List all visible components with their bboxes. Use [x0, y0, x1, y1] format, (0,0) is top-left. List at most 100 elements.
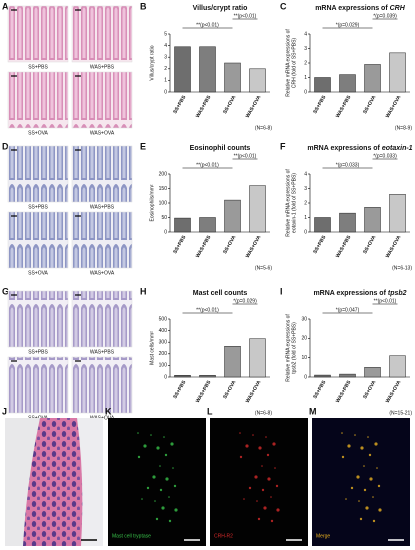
- y-axis-label: CRH (fold of SS+PBS): [291, 38, 297, 88]
- x-tick-label: WAS+PBS: [195, 234, 213, 259]
- channel-label: CRH-R2: [214, 533, 233, 539]
- signal: [276, 508, 280, 512]
- title-text: mRNA expressions of: [315, 5, 388, 12]
- image-label: SS+OVA: [28, 270, 48, 276]
- y-axis-label: Villus/crypt ratio: [149, 45, 155, 80]
- signal: [274, 467, 276, 469]
- image-label: WAS+PBS: [90, 64, 115, 70]
- title-text: Villus/crypt ratio: [193, 5, 248, 12]
- x-tick-label: WAS+PBS: [195, 379, 213, 404]
- bar: [364, 207, 381, 233]
- panel-letter: B: [140, 1, 147, 11]
- signal: [341, 432, 343, 434]
- signal: [164, 453, 168, 457]
- significance-label: **(p<0.01): [196, 22, 219, 28]
- signal: [156, 446, 160, 450]
- panel-letter: E: [140, 141, 146, 151]
- x-tick-label: SS+PBS: [312, 379, 327, 400]
- signal: [374, 442, 378, 446]
- y-tick-label: 1: [164, 78, 167, 84]
- signal: [378, 508, 382, 512]
- bar: [199, 46, 216, 93]
- bar: [339, 373, 356, 378]
- signal: [150, 434, 152, 436]
- sample-size: (N=8-9): [395, 125, 412, 131]
- y-tick-label: 0: [164, 374, 167, 380]
- x-tick-label: WAS+OVA: [385, 234, 403, 259]
- micrograph: [7, 290, 69, 348]
- signal: [170, 442, 174, 446]
- bar: [224, 199, 241, 233]
- micrograph: [108, 418, 206, 546]
- chart-title: Eosinophil counts: [190, 145, 251, 152]
- bar: [249, 338, 266, 378]
- channel-label: Mast cell tryptase: [112, 533, 151, 539]
- micrograph: [71, 356, 133, 414]
- y-tick-label: 200: [159, 171, 168, 177]
- title-gene: CRH: [390, 5, 406, 12]
- signal: [341, 455, 345, 459]
- signal: [248, 486, 252, 490]
- signal: [256, 500, 258, 502]
- chart-title: Villus/crypt ratio: [193, 5, 248, 12]
- bar: [249, 185, 266, 233]
- y-axis-label: Relative mRNA expressions of: [285, 169, 291, 237]
- signal: [143, 444, 147, 448]
- image-label: SS+PBS: [28, 349, 48, 355]
- image-label: WAS+OVA: [90, 130, 115, 136]
- signal: [360, 446, 364, 450]
- signal: [354, 434, 356, 436]
- signal: [270, 496, 272, 498]
- significance-label: *(p=0.033): [336, 162, 360, 168]
- signal: [261, 465, 263, 467]
- signal: [359, 517, 363, 521]
- y-tick-label: 3: [304, 186, 307, 192]
- panel-letter: M: [309, 406, 317, 416]
- x-tick-label: SS+PBS: [172, 234, 187, 255]
- bar: [199, 217, 216, 233]
- y-tick-label: 0: [304, 89, 307, 95]
- signal: [347, 444, 351, 448]
- x-tick-label: SS+OVA: [362, 234, 377, 255]
- significance-label: *(p=0.039): [373, 13, 397, 19]
- micrograph: [7, 5, 69, 63]
- panel-letter: G: [2, 286, 9, 296]
- y-tick-label: 0: [164, 89, 167, 95]
- signal: [266, 453, 270, 457]
- bar: [199, 375, 216, 378]
- y-axis-label: tpsb2 (fold of SS+PBS): [291, 322, 297, 374]
- x-tick-label: SS+PBS: [172, 379, 187, 400]
- bar: [174, 46, 191, 93]
- signal: [267, 477, 271, 481]
- bar: [174, 375, 191, 378]
- signal: [263, 506, 267, 510]
- y-tick-label: 4: [164, 43, 167, 49]
- sample-size: (N=5-6): [255, 265, 272, 271]
- y-tick-label: 1: [304, 215, 307, 221]
- signal: [258, 446, 262, 450]
- signal: [275, 484, 279, 488]
- bar: [224, 62, 241, 93]
- x-tick-label: SS+OVA: [362, 94, 377, 115]
- title-text: mRNA expressions of: [307, 145, 380, 152]
- signal: [174, 508, 178, 512]
- significance-label: *(p=0.033): [373, 153, 397, 159]
- panel-letter: L: [207, 406, 213, 416]
- signal: [137, 432, 139, 434]
- signal: [345, 498, 347, 500]
- significance-label: *(p=0.029): [233, 298, 257, 304]
- y-tick-label: 300: [159, 340, 168, 346]
- sample-size: (N=6-8): [255, 410, 272, 416]
- bar: [314, 217, 331, 233]
- x-tick-label: SS+OVA: [222, 234, 237, 255]
- sample-size: (N=6-8): [255, 125, 272, 131]
- panel-letter: J: [2, 406, 7, 416]
- signal: [173, 484, 177, 488]
- title-gene: eotaxin-1: [382, 145, 413, 152]
- signal: [159, 465, 161, 467]
- bar: [364, 367, 381, 378]
- y-tick-label: 100: [159, 363, 168, 369]
- significance-label: **(p<0.01): [374, 298, 397, 304]
- signal: [155, 517, 159, 521]
